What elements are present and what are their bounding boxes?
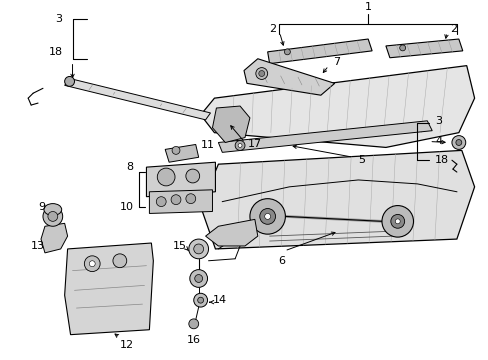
Circle shape	[188, 319, 198, 329]
Circle shape	[235, 140, 244, 150]
Circle shape	[194, 275, 202, 283]
Circle shape	[258, 71, 264, 76]
Polygon shape	[165, 144, 198, 162]
Polygon shape	[64, 78, 210, 120]
Polygon shape	[212, 106, 249, 143]
Circle shape	[185, 194, 195, 204]
Text: 8: 8	[126, 162, 133, 172]
Polygon shape	[205, 219, 257, 246]
Text: 4: 4	[434, 135, 442, 145]
Polygon shape	[41, 223, 67, 253]
Circle shape	[390, 215, 404, 228]
Text: 2: 2	[269, 24, 276, 34]
Text: 16: 16	[186, 335, 201, 345]
Circle shape	[156, 197, 166, 207]
Text: 2: 2	[449, 24, 456, 34]
Circle shape	[259, 208, 275, 224]
Circle shape	[84, 256, 100, 271]
Text: 3: 3	[434, 116, 441, 126]
Polygon shape	[267, 39, 371, 64]
Circle shape	[381, 206, 413, 237]
Circle shape	[185, 169, 199, 183]
Circle shape	[197, 297, 203, 303]
Circle shape	[455, 140, 461, 145]
Circle shape	[171, 195, 181, 204]
Circle shape	[188, 239, 208, 259]
Text: 15: 15	[172, 241, 186, 251]
Text: 17: 17	[247, 139, 262, 149]
Text: 6: 6	[277, 256, 285, 266]
Circle shape	[193, 293, 207, 307]
Circle shape	[394, 219, 399, 224]
Text: 12: 12	[120, 339, 134, 350]
Ellipse shape	[44, 204, 61, 215]
Text: 18: 18	[48, 47, 62, 57]
Polygon shape	[218, 121, 431, 152]
Circle shape	[264, 213, 270, 219]
Polygon shape	[200, 150, 474, 249]
Polygon shape	[149, 190, 212, 213]
Text: 10: 10	[120, 202, 133, 212]
Text: 13: 13	[31, 241, 45, 251]
Circle shape	[249, 199, 285, 234]
Circle shape	[113, 254, 126, 267]
Circle shape	[89, 261, 95, 267]
Circle shape	[172, 147, 180, 154]
Text: 11: 11	[200, 140, 214, 150]
Polygon shape	[64, 243, 153, 335]
Text: 18: 18	[434, 155, 448, 165]
Text: 5: 5	[358, 155, 365, 165]
Polygon shape	[385, 39, 462, 58]
Circle shape	[238, 144, 242, 148]
Polygon shape	[200, 66, 474, 148]
Text: 14: 14	[212, 295, 226, 305]
Circle shape	[284, 49, 290, 55]
Polygon shape	[146, 162, 215, 197]
Text: 7: 7	[332, 57, 339, 67]
Polygon shape	[244, 59, 334, 95]
Circle shape	[451, 136, 465, 149]
Circle shape	[48, 211, 58, 221]
Text: 9: 9	[38, 202, 45, 212]
Circle shape	[189, 270, 207, 287]
Circle shape	[157, 168, 175, 186]
Circle shape	[193, 244, 203, 254]
Circle shape	[399, 45, 405, 51]
Text: 3: 3	[56, 14, 62, 24]
Circle shape	[255, 68, 267, 80]
Text: 1: 1	[364, 3, 371, 12]
Circle shape	[43, 207, 62, 226]
Circle shape	[64, 76, 74, 86]
